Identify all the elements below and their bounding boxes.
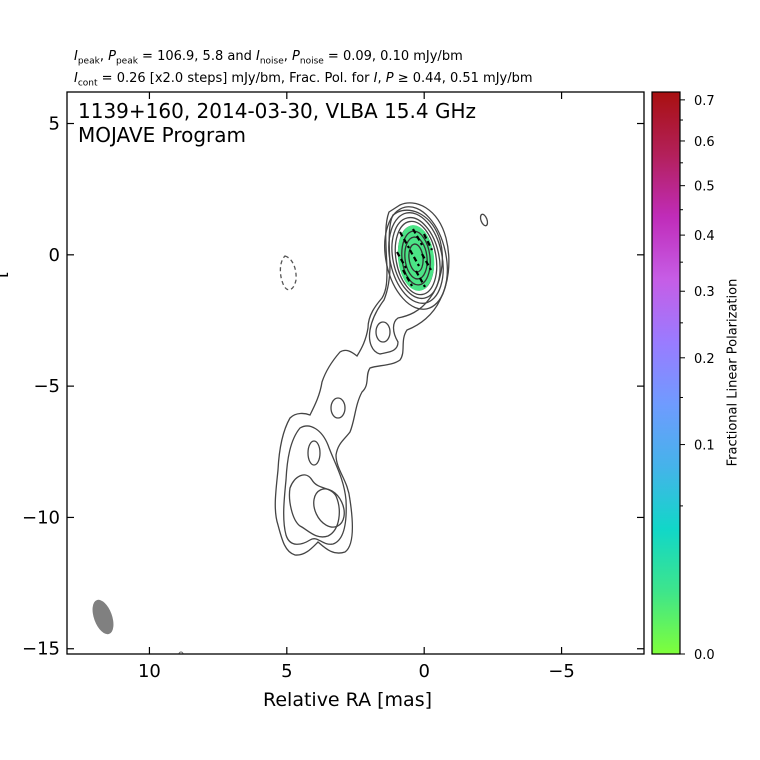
y-tick-label: −5	[33, 376, 60, 397]
beam-ellipse	[92, 599, 114, 635]
x-axis-label: Relative RA [mas]	[263, 689, 433, 711]
plot-frame	[66, 91, 645, 655]
colorbar-tick-label: 0.4	[694, 229, 715, 244]
axes-ticks: 10 5 0 −5 5 0 −5 −10 −15	[22, 92, 644, 682]
colorbar-tick-label: 0.2	[694, 352, 715, 367]
jet-contour-5	[313, 488, 345, 528]
colorbar-tick-label: 0.1	[694, 439, 715, 454]
header-line-peak-noise: Ipeak, Ppeak = 106.9, 5.8 and Inoise, Pn…	[74, 49, 463, 67]
header-line-contours: Icont = 0.26 [x2.0 steps] mJy/bm, Frac. …	[74, 71, 533, 89]
colorbar-label: Fractional Linear Polarization	[725, 278, 741, 467]
contour-map	[92, 202, 489, 654]
colorbar	[651, 91, 681, 655]
plot-area	[67, 92, 644, 654]
colorbar-tick-label: 0.0	[694, 648, 715, 663]
y-axis-label: [	[0, 245, 11, 305]
jet-knot-contour-1	[307, 440, 321, 466]
colorbar-ticks: 0.0 0.1 0.2 0.3 0.4 0.5 0.6 0.7	[680, 94, 715, 663]
program-annotation: MOJAVE Program	[78, 123, 247, 147]
polarization-vectors	[396, 228, 433, 288]
y-tick-label: 0	[49, 245, 60, 266]
jet-contour-4	[288, 474, 340, 538]
polarization-region	[397, 225, 435, 291]
colorbar-tick-label: 0.6	[694, 135, 715, 150]
y-tick-label: −15	[22, 639, 60, 660]
colorbar-tick-label: 0.7	[694, 94, 715, 109]
colorbar-tick-label: 0.3	[694, 285, 715, 300]
edge-artifact	[178, 651, 184, 654]
x-tick-label: 0	[418, 661, 429, 682]
jet-knot-contour-2	[330, 397, 346, 419]
x-tick-label: 10	[138, 661, 161, 682]
negative-contour	[279, 255, 297, 291]
source-annotation: 1139+160, 2014-03-30, VLBA 15.4 GHz	[78, 99, 476, 123]
x-tick-label: −5	[548, 661, 575, 682]
y-tick-label: 5	[49, 114, 60, 135]
jet-contour-2	[368, 209, 444, 355]
x-tick-label: 5	[281, 661, 292, 682]
jet-knot-contour-3	[375, 321, 391, 343]
jet-contour-3	[283, 425, 347, 545]
jet-outer-contour	[274, 202, 450, 556]
outlying-contour	[479, 213, 489, 227]
colorbar-tick-label: 0.5	[694, 180, 715, 195]
y-tick-label: −10	[22, 507, 60, 528]
